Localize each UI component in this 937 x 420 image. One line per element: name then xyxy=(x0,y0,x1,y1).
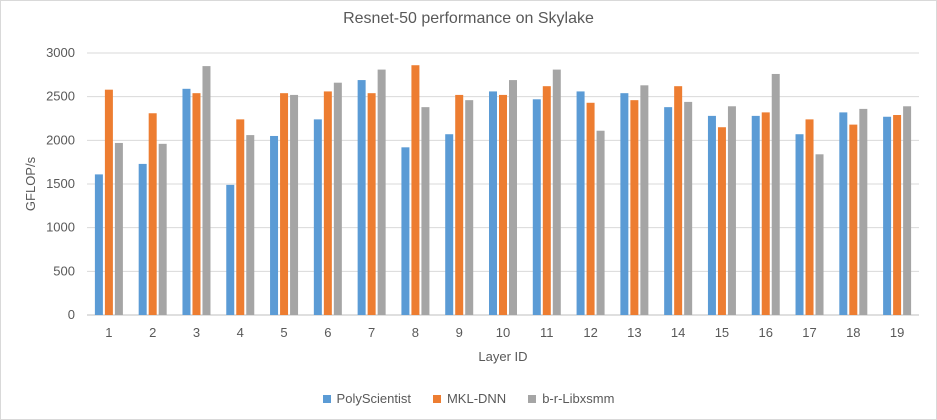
legend-label-mkl-dnn: MKL-DNN xyxy=(446,391,507,406)
bar-b-r-libxsmm xyxy=(684,101,693,315)
bar-b-r-libxsmm xyxy=(246,135,255,315)
bar-mkl-dnn xyxy=(805,119,814,315)
chart-title: Resnet-50 performance on Skylake xyxy=(343,10,594,27)
bar-b-r-libxsmm xyxy=(815,154,824,315)
bar-mkl-dnn xyxy=(893,115,902,315)
legend-item-b-r-libxsmm: b-r-Libxsmm xyxy=(528,391,614,406)
bar-mkl-dnn xyxy=(542,86,551,315)
x-tick-label: 7 xyxy=(368,325,375,340)
bar-b-r-libxsmm xyxy=(158,143,167,315)
legend-item-mkl-dnn: MKL-DNN xyxy=(432,391,507,406)
x-tick-label: 1 xyxy=(105,325,112,340)
bar-polyscientist xyxy=(313,119,322,315)
bar-b-r-libxsmm xyxy=(859,108,868,315)
x-axis-title: Layer ID xyxy=(478,349,527,364)
legend-label-polyscientist: PolyScientist xyxy=(336,391,411,406)
bar-b-r-libxsmm xyxy=(114,142,123,315)
bar-mkl-dnn xyxy=(717,127,726,315)
x-tick-label: 8 xyxy=(412,325,419,340)
y-tick-label: 500 xyxy=(53,263,75,278)
x-tick-label: 12 xyxy=(583,325,597,340)
x-tick-label: 4 xyxy=(237,325,244,340)
bar-mkl-dnn xyxy=(630,100,639,315)
legend-swatch-polyscientist xyxy=(322,394,331,403)
bar-b-r-libxsmm xyxy=(290,94,299,315)
bar-mkl-dnn xyxy=(148,113,157,315)
bar-b-r-libxsmm xyxy=(333,82,342,316)
bar-polyscientist xyxy=(620,93,629,315)
bar-b-r-libxsmm xyxy=(465,100,474,315)
bar-b-r-libxsmm xyxy=(727,106,736,315)
bar-polyscientist xyxy=(226,184,235,315)
x-tick-label: 10 xyxy=(496,325,510,340)
bar-b-r-libxsmm xyxy=(552,69,561,316)
bar-polyscientist xyxy=(751,115,760,315)
x-tick-label: 11 xyxy=(540,325,554,340)
y-tick-label: 2000 xyxy=(46,132,75,147)
x-tick-label: 14 xyxy=(671,325,685,340)
x-tick-label: 13 xyxy=(627,325,641,340)
y-tick-label: 1500 xyxy=(46,176,75,191)
legend-label-b-r-libxsmm: b-r-Libxsmm xyxy=(542,391,615,406)
x-tick-label: 18 xyxy=(846,325,860,340)
bar-b-r-libxsmm xyxy=(377,69,386,316)
x-tick-label: 9 xyxy=(456,325,463,340)
y-tick-label: 2500 xyxy=(46,89,75,104)
bar-polyscientist xyxy=(445,134,454,315)
bar-polyscientist xyxy=(401,147,410,315)
bar-polyscientist xyxy=(883,116,892,316)
bar-polyscientist xyxy=(707,115,716,315)
bar-polyscientist xyxy=(795,134,804,315)
bar-mkl-dnn xyxy=(455,94,464,315)
y-tick-label: 0 xyxy=(68,307,75,322)
bar-mkl-dnn xyxy=(367,93,376,315)
bar-polyscientist xyxy=(839,112,848,316)
bar-mkl-dnn xyxy=(323,91,332,315)
bar-b-r-libxsmm xyxy=(903,106,912,315)
legend-swatch-b-r-libxsmm xyxy=(528,394,537,403)
bar-b-r-libxsmm xyxy=(596,130,605,315)
bar-b-r-libxsmm xyxy=(202,66,211,315)
bar-mkl-dnn xyxy=(280,93,289,315)
x-tick-label: 16 xyxy=(759,325,773,340)
bar-polyscientist xyxy=(489,91,497,315)
bar-mkl-dnn xyxy=(499,94,507,315)
bar-polyscientist xyxy=(270,135,279,315)
y-axis-title: GFLOP/s xyxy=(23,156,38,211)
bar-polyscientist xyxy=(94,174,103,315)
legend-swatch-mkl-dnn xyxy=(432,394,441,403)
y-tick-label: 1000 xyxy=(46,220,75,235)
bar-mkl-dnn xyxy=(104,89,113,316)
legend-item-polyscientist: PolyScientist xyxy=(322,391,411,406)
bar-mkl-dnn xyxy=(849,124,858,315)
bar-mkl-dnn xyxy=(586,102,595,315)
y-tick-label: 3000 xyxy=(46,45,75,60)
bar-polyscientist xyxy=(138,163,147,315)
bar-mkl-dnn xyxy=(192,93,201,315)
bar-mkl-dnn xyxy=(236,119,245,315)
bar-b-r-libxsmm xyxy=(771,73,780,316)
bar-polyscientist xyxy=(532,99,541,315)
bar-polyscientist xyxy=(182,88,191,315)
legend: PolyScientist MKL-DNN b-r-Libxsmm xyxy=(1,391,936,406)
bar-mkl-dnn xyxy=(411,65,420,315)
x-tick-label: 15 xyxy=(715,325,729,340)
bar-polyscientist xyxy=(357,80,366,315)
x-tick-label: 5 xyxy=(280,325,287,340)
bar-polyscientist xyxy=(664,107,673,315)
bar-b-r-libxsmm xyxy=(509,80,517,315)
x-tick-label: 19 xyxy=(890,325,904,340)
bar-mkl-dnn xyxy=(674,86,683,315)
x-tick-label: 17 xyxy=(802,325,816,340)
bar-b-r-libxsmm xyxy=(640,85,649,316)
bar-mkl-dnn xyxy=(761,112,770,316)
bar-polyscientist xyxy=(576,91,585,315)
x-tick-label: 3 xyxy=(193,325,200,340)
x-tick-label: 2 xyxy=(149,325,156,340)
bar-b-r-libxsmm xyxy=(421,107,430,315)
x-tick-label: 6 xyxy=(324,325,331,340)
